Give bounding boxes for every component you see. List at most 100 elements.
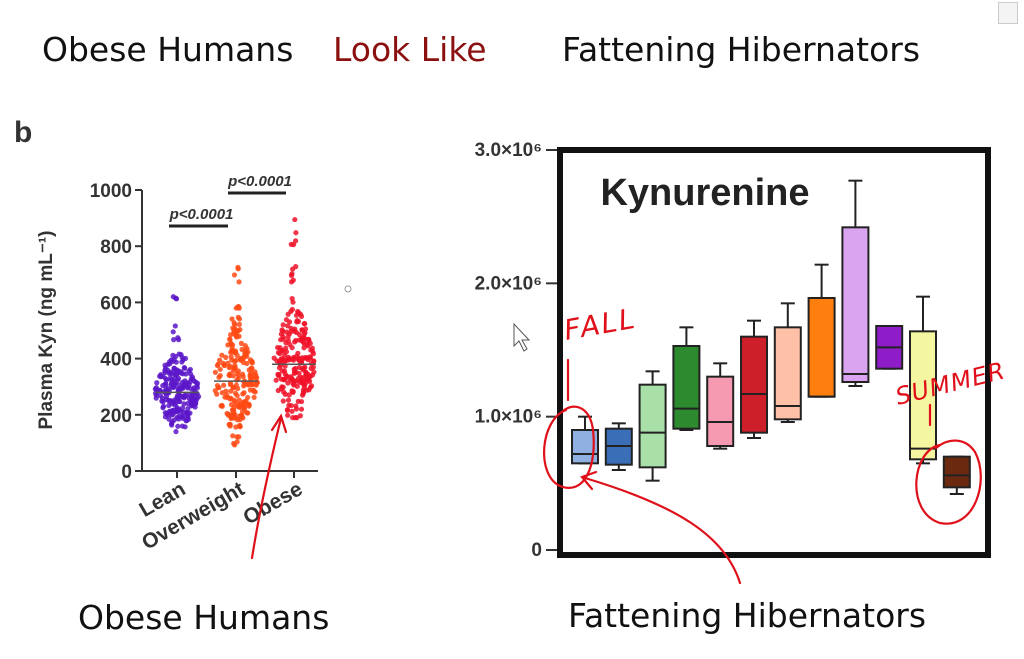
scatter-point: [166, 402, 172, 409]
scatter-point: [227, 380, 233, 386]
scatter-point: [171, 407, 177, 413]
left-y-tick-label: 1000: [90, 181, 132, 202]
scatter-point: [301, 341, 308, 347]
scatter-point: [166, 409, 172, 415]
scatter-point: [289, 408, 295, 414]
scatter-point: [304, 355, 310, 361]
scatter-point: [166, 398, 172, 404]
scatter-point: [280, 336, 286, 342]
corner-app-icon[interactable]: [998, 2, 1018, 24]
scatter-point: [227, 421, 233, 428]
scatter-point: [231, 272, 238, 278]
scatter-point: [233, 349, 239, 356]
scatter-point: [282, 391, 288, 397]
significance-label: p<0.0001: [227, 173, 292, 190]
left-y-tick-label: 800: [100, 237, 132, 258]
scatter-point: [275, 349, 281, 356]
scatter-point: [301, 335, 307, 341]
scatter-point: [236, 373, 242, 379]
scatter-point: [236, 321, 242, 327]
annotation-circle-fall: [542, 405, 595, 489]
scatter-point: [185, 406, 191, 412]
annotation-circle-summer: [915, 439, 982, 525]
scatter-point: [237, 356, 244, 363]
box-8: [807, 263, 836, 398]
scatter-point: [160, 399, 166, 405]
left-y-tick-label: 400: [100, 350, 132, 371]
scatter-point: [282, 352, 288, 358]
scatter-point: [231, 365, 237, 372]
scatter-point: [175, 375, 182, 381]
scatter-point: [228, 402, 235, 408]
scatter-point: [251, 394, 257, 400]
scatter-point: [285, 334, 291, 340]
scatter-point: [308, 365, 314, 372]
scatter-point: [283, 357, 289, 363]
scatter-point: [293, 230, 299, 236]
box-6: [740, 319, 768, 439]
scatter-point: [233, 401, 239, 407]
box-body: [942, 455, 971, 489]
box-3: [638, 370, 667, 482]
panel-label: b: [14, 116, 33, 149]
scatter-point: [229, 357, 235, 363]
scatter-point: [298, 406, 305, 412]
scatter-point: [221, 382, 227, 388]
scatter-point: [154, 380, 160, 386]
scatter-point: [217, 372, 223, 379]
scatter-point: [222, 394, 228, 400]
right-y-tick-label: 3.0×10⁶: [475, 140, 542, 161]
scatter-point: [236, 434, 242, 440]
scatter-point: [285, 311, 291, 317]
scatter-point: [230, 433, 236, 439]
scatter-point: [275, 371, 281, 377]
scatter-point: [216, 357, 223, 363]
scatter-point: [292, 216, 298, 223]
scatter-point: [305, 371, 311, 378]
scatter-point: [175, 382, 182, 388]
scatter-point: [294, 319, 300, 325]
scatter-point: [242, 381, 248, 387]
stray-dot: [344, 285, 352, 293]
scatter-point: [295, 308, 301, 315]
scatter-point: [176, 386, 183, 392]
scatter-point: [252, 389, 258, 395]
scatter-point: [182, 393, 188, 400]
scatter-point: [299, 357, 305, 363]
scatter-point: [236, 316, 243, 322]
scatter-point: [308, 347, 314, 353]
scatter-point: [285, 323, 291, 329]
scatter-point: [234, 417, 241, 423]
scatter-point: [234, 304, 241, 310]
box-body: [909, 330, 937, 461]
scatter-point: [227, 336, 233, 342]
scatter-point: [179, 405, 186, 411]
scatter-point: [303, 377, 309, 383]
left-y-axis-label: Plasma Kyn (ng mL⁻¹): [36, 231, 57, 430]
scatter-point: [219, 402, 225, 409]
scatter-point: [176, 392, 182, 398]
right-plot-frame: [557, 147, 991, 558]
scatter-point: [171, 379, 178, 385]
scatter-point: [295, 350, 301, 356]
scatter-point: [223, 354, 229, 360]
scatter-point: [214, 382, 221, 389]
scatter-point: [152, 386, 158, 392]
left-y-tick-label: 200: [100, 406, 132, 427]
scatter-point: [241, 390, 247, 396]
box-5: [706, 362, 735, 450]
title-right: Fattening Hibernators: [562, 30, 921, 69]
scatter-point: [166, 416, 172, 422]
scatter-point: [291, 369, 298, 375]
scatter-point: [280, 384, 286, 390]
scatter-point: [245, 410, 251, 416]
scatter-point: [311, 359, 317, 365]
scatter-point: [170, 294, 176, 300]
scatter-point: [240, 415, 246, 421]
scatter-point: [228, 415, 234, 422]
scatter-point: [215, 361, 221, 367]
box-body: [807, 297, 836, 398]
scatter-point: [181, 401, 187, 407]
scatter-point: [310, 351, 316, 357]
caption-right: Fattening Hibernators: [568, 596, 927, 635]
